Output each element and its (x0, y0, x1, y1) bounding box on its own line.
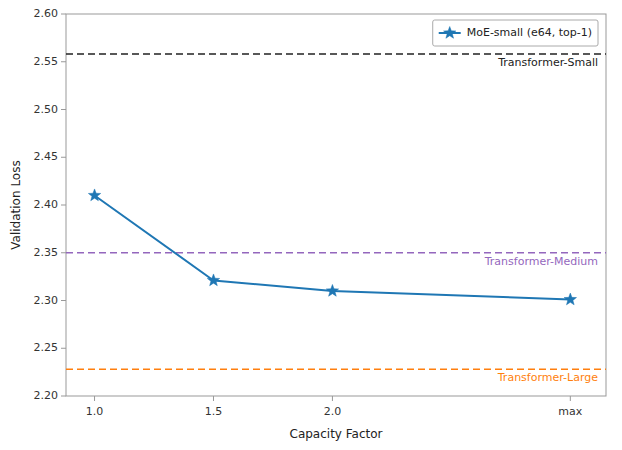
x-tick (570, 396, 571, 401)
series-marker (207, 274, 219, 286)
y-tick (61, 157, 66, 158)
x-tick (213, 396, 214, 401)
y-tick-label: 2.40 (34, 198, 59, 211)
series-marker (564, 293, 576, 305)
legend-label: MoE-small (e64, top-1) (467, 26, 592, 39)
y-tick (61, 300, 66, 301)
series-marker (326, 284, 338, 296)
y-axis-label: Validation Loss (9, 160, 23, 249)
y-tick-label: 2.25 (34, 341, 59, 354)
chart: 2.202.252.302.352.402.452.502.552.601.01… (0, 0, 622, 450)
y-tick-label: 2.50 (34, 103, 59, 116)
legend-marker (444, 27, 456, 39)
y-tick (61, 252, 66, 253)
x-tick-label: 2.0 (324, 405, 342, 418)
reference-label: Transformer-Large (497, 371, 598, 384)
x-tick-label: 1.5 (205, 405, 223, 418)
x-tick (94, 396, 95, 401)
y-tick (61, 396, 66, 397)
y-tick-label: 2.35 (34, 246, 59, 259)
reference-label: Transformer-Small (497, 56, 598, 69)
series-line (95, 195, 571, 299)
plot-frame (66, 14, 606, 396)
y-tick (61, 109, 66, 110)
series-marker (88, 189, 100, 201)
y-tick-label: 2.20 (34, 389, 59, 402)
y-tick-label: 2.30 (34, 294, 59, 307)
x-tick-label: 1.0 (86, 405, 104, 418)
y-tick-label: 2.60 (34, 7, 59, 20)
reference-line (66, 369, 606, 371)
x-axis: 1.0 1.5 2.0 max (86, 396, 583, 418)
plot-area (66, 54, 606, 369)
y-tick (61, 205, 66, 206)
x-axis-label: Capacity Factor (290, 427, 383, 441)
reference-line (66, 53, 606, 55)
y-tick (61, 14, 66, 15)
y-tick-label: 2.55 (34, 55, 59, 68)
y-tick-label: 2.45 (34, 150, 59, 163)
legend-item: MoE-small (e64, top-1) (439, 26, 592, 39)
x-tick (332, 396, 333, 401)
y-tick (61, 348, 66, 349)
reference-label: Transformer-Medium (484, 255, 598, 268)
x-tick-label: max (558, 405, 582, 418)
legend: MoE-small (e64, top-1) (433, 20, 598, 46)
reference-line (66, 252, 606, 254)
y-axis: 2.20 2.25 2.30 2.35 2.40 2.45 2.50 2.55 2.60 (34, 7, 67, 402)
legend-box (433, 20, 598, 46)
y-tick (61, 61, 66, 62)
